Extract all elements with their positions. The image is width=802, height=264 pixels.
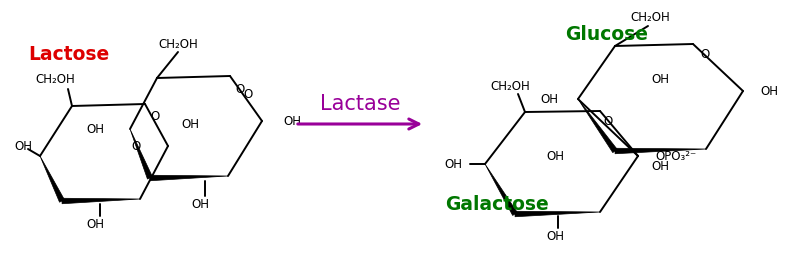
Text: CH₂OH: CH₂OH <box>35 73 75 86</box>
Text: O: O <box>699 48 709 60</box>
Text: OH: OH <box>14 139 32 153</box>
Text: O: O <box>150 110 160 122</box>
Text: OH: OH <box>545 149 563 163</box>
Text: OH: OH <box>650 161 668 173</box>
Polygon shape <box>514 211 599 217</box>
Polygon shape <box>130 129 152 179</box>
Text: CH₂OH: CH₂OH <box>489 79 529 92</box>
Polygon shape <box>150 175 228 181</box>
Text: OH: OH <box>86 122 104 135</box>
Polygon shape <box>577 99 617 153</box>
Text: Galactose: Galactose <box>444 195 548 214</box>
Polygon shape <box>484 164 516 215</box>
Text: O: O <box>132 139 140 153</box>
Text: O: O <box>243 87 253 101</box>
Text: Lactose: Lactose <box>28 45 109 64</box>
Text: Lactase: Lactase <box>319 94 399 114</box>
Text: OH: OH <box>86 218 104 230</box>
Text: OH: OH <box>191 197 209 210</box>
Text: O: O <box>235 83 245 96</box>
Text: OH: OH <box>545 229 563 243</box>
Text: OH: OH <box>539 92 557 106</box>
Text: O: O <box>602 115 612 128</box>
Polygon shape <box>40 156 64 202</box>
Text: Glucose: Glucose <box>565 25 647 44</box>
Text: OPO₃²⁻: OPO₃²⁻ <box>654 149 695 163</box>
Text: CH₂OH: CH₂OH <box>158 37 197 50</box>
Polygon shape <box>62 198 140 204</box>
Text: OH: OH <box>444 158 461 171</box>
Text: CH₂OH: CH₂OH <box>630 11 669 23</box>
Text: OH: OH <box>759 84 777 97</box>
Text: OH: OH <box>282 115 301 128</box>
Text: OH: OH <box>180 117 199 130</box>
Text: OH: OH <box>650 73 668 86</box>
Polygon shape <box>614 148 705 154</box>
